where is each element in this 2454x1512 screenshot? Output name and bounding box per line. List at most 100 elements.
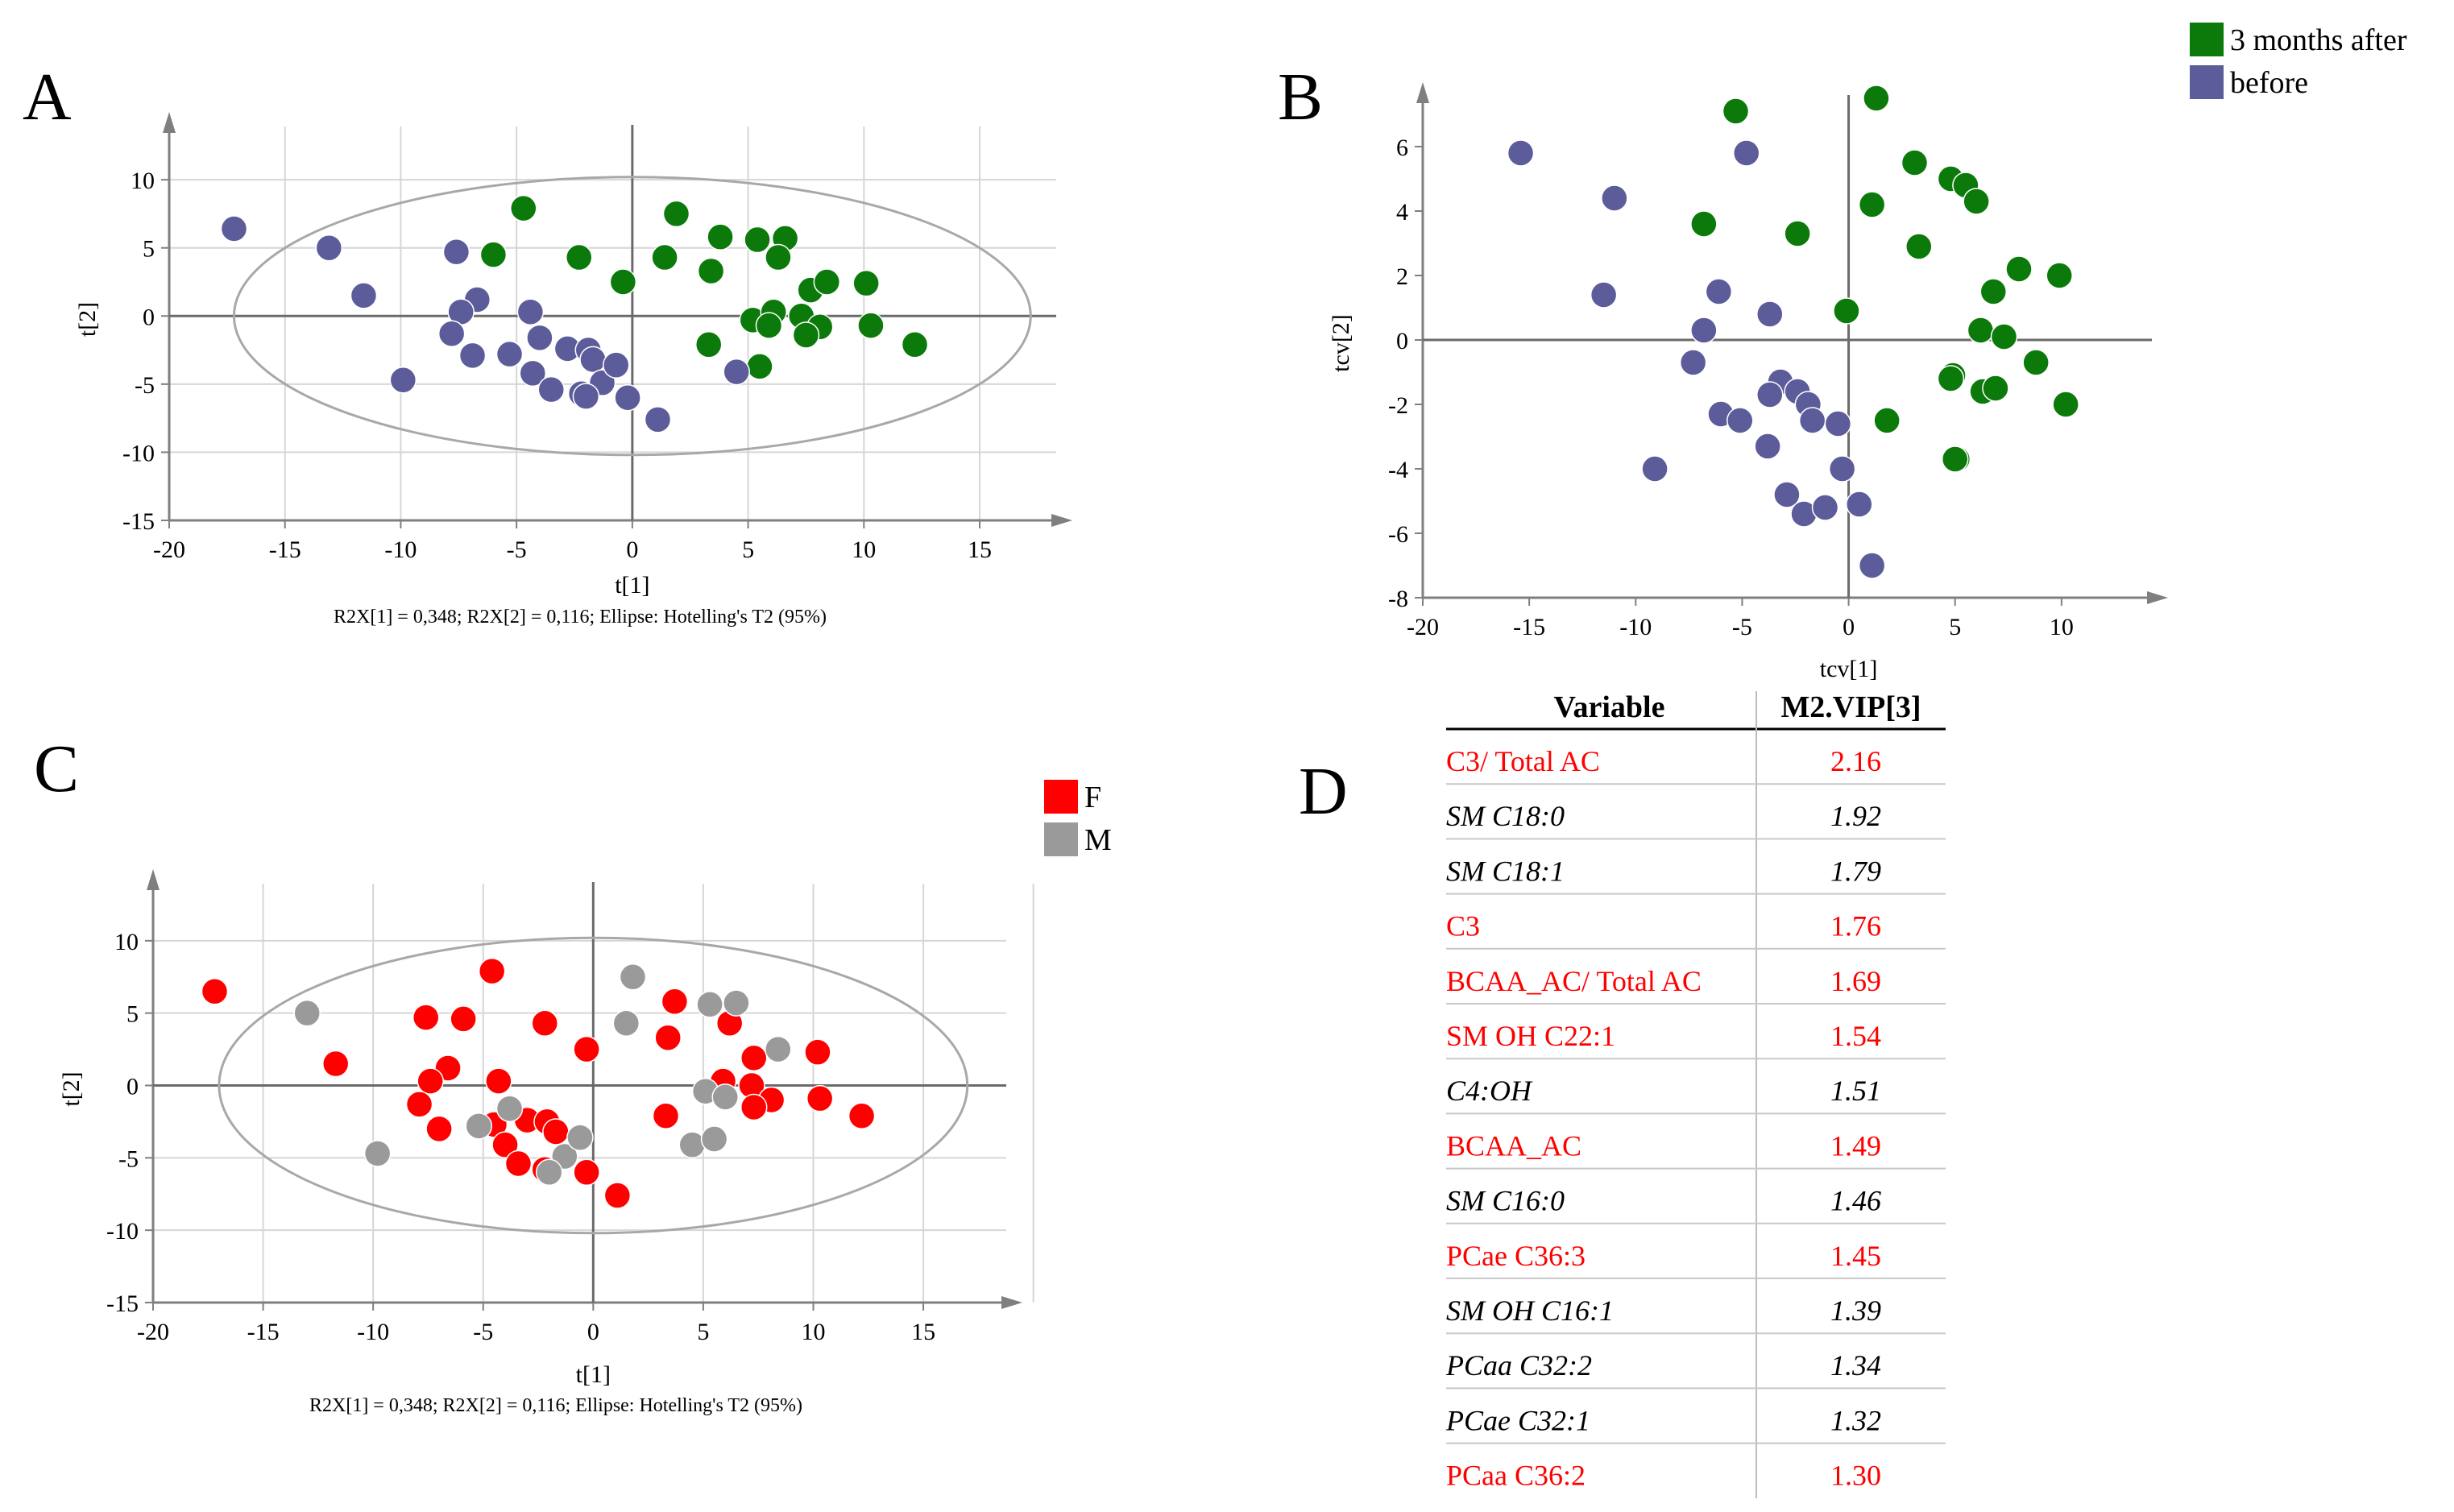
b-point-before (1828, 455, 1856, 483)
c-x-tick-label: 0 (587, 1319, 599, 1345)
b-point-before (1798, 407, 1826, 434)
c-y-tick-label: 10 (114, 929, 139, 955)
table-cell-vip: 1.92 (1830, 800, 1881, 832)
c-y-tick-label: -5 (118, 1145, 139, 1172)
b-point-before (1641, 455, 1668, 483)
c-point-m (700, 1125, 728, 1153)
a-point-3-months-after (901, 331, 929, 358)
table-cell-vip: 1.76 (1830, 910, 1881, 942)
c-x-axis-arrow (1001, 1296, 1022, 1309)
table-cell-vip: 1.54 (1830, 1020, 1881, 1052)
c-y-tick-label: 5 (126, 1001, 139, 1028)
table-cell-variable: PCaa C32:2 (1445, 1349, 1592, 1382)
b-point-3-months-after (2022, 349, 2050, 376)
b-point-3-months-after (1833, 297, 1860, 325)
a-point-3-months-after (662, 200, 690, 228)
a-point-before (350, 282, 378, 309)
b-point-before (1690, 317, 1718, 344)
a-point-before (495, 340, 524, 368)
b-point-3-months-after (1901, 149, 1929, 176)
c-point-f (661, 988, 689, 1016)
c-point-m (696, 991, 723, 1018)
a-point-3-months-after (813, 268, 841, 296)
b-legend-swatch (2190, 65, 2224, 99)
b-point-3-months-after (1967, 317, 1995, 344)
table-cell-vip: 1.45 (1830, 1240, 1881, 1272)
b-point-3-months-after (1941, 445, 1969, 473)
b-point-3-months-after (2005, 255, 2033, 283)
c-x-tick-label: 5 (697, 1319, 709, 1345)
c-point-f (652, 1102, 680, 1129)
b-point-before (1754, 433, 1781, 460)
a-point-before (579, 346, 607, 374)
c-point-m (363, 1140, 392, 1167)
table-cell-variable: PCae C36:3 (1446, 1240, 1586, 1272)
a-x-tick-label: 5 (742, 536, 754, 563)
a-point-3-months-after (755, 312, 783, 339)
c-footnote: R2X[1] = 0,348; R2X[2] = 0,116; Ellipse:… (309, 1395, 802, 1416)
c-hotelling-ellipse (218, 936, 969, 1235)
b-point-before (1590, 281, 1618, 309)
c-point-f (740, 1044, 768, 1072)
b-point-before (1811, 494, 1839, 521)
a-point-before (526, 324, 553, 352)
b-x-tick-label: -5 (1732, 614, 1752, 640)
b-x-tick-label: -15 (1513, 614, 1545, 640)
c-point-f (804, 1038, 831, 1066)
b-point-before (1679, 349, 1707, 376)
table-cell-vip: 2.16 (1830, 745, 1881, 777)
table-cell-variable: SM C16:0 (1446, 1185, 1565, 1217)
c-point-f (806, 1084, 834, 1112)
a-x-tick-label: -10 (384, 536, 417, 563)
a-point-3-months-after (694, 331, 723, 358)
panel-d-table: Variable M2.VIP[3] C3/ Total AC 2.16 SM C18:… (1445, 690, 1946, 1498)
c-y-axis-title: t[2] (58, 1071, 85, 1106)
panel-b-letter: B (1278, 60, 1323, 135)
panel-d-letter: D (1299, 754, 1348, 829)
b-point-3-months-after (2052, 391, 2079, 418)
b-point-3-months-after (1784, 220, 1811, 247)
b-point-before (1773, 481, 1801, 508)
panel-a-chart: -20 -15 -10 -5 0 5 10 151050-5-10-15t[1]t[2]R2X… (74, 112, 1072, 628)
b-x-tick-label: 10 (2050, 614, 2074, 640)
panel-c-chart: -20 -15 -10 -5 0 5 10 151050-5-10-15t[1]t[2]R2X… (58, 780, 1112, 1416)
b-point-before (1756, 381, 1784, 408)
c-point-f (504, 1150, 533, 1178)
b-point-before (1705, 278, 1733, 305)
c-x-tick-label: 15 (911, 1319, 935, 1345)
b-legend-label: before (2230, 66, 2308, 100)
b-point-before (1507, 139, 1535, 167)
table-cell-vip: 1.32 (1830, 1404, 1881, 1436)
c-point-m (765, 1035, 792, 1063)
a-x-axis-arrow (1051, 514, 1072, 527)
c-point-m (495, 1095, 524, 1123)
b-point-3-months-after (1937, 365, 1965, 392)
c-y-tick-label: 0 (126, 1074, 139, 1100)
b-y-tick-label: 0 (1396, 328, 1408, 354)
a-y-tick-label: -10 (122, 440, 155, 466)
c-point-f (740, 1093, 768, 1121)
b-point-before (1732, 139, 1760, 167)
b-point-3-months-after (2046, 262, 2073, 289)
c-point-m (535, 1158, 563, 1187)
table-cell-variable: SM OH C22:1 (1446, 1020, 1615, 1052)
table-cell-variable: C3/ Total AC (1446, 745, 1600, 777)
c-point-f (405, 1091, 433, 1118)
a-x-tick-label: -15 (269, 536, 301, 563)
b-point-3-months-after (1863, 85, 1890, 112)
table-header-variable: Variable (1554, 690, 1665, 724)
b-point-before (1846, 491, 1873, 518)
c-x-tick-label: -5 (473, 1319, 493, 1345)
b-point-before (1824, 410, 1852, 437)
a-y-tick-label: 10 (131, 168, 155, 194)
a-y-tick-label: -15 (122, 508, 155, 535)
c-point-m (293, 999, 321, 1027)
c-point-f (491, 1131, 519, 1158)
a-x-tick-label: 0 (626, 536, 638, 563)
table-cell-vip: 1.49 (1830, 1129, 1881, 1162)
a-footnote: R2X[1] = 0,348; R2X[2] = 0,116; Ellipse:… (334, 607, 827, 628)
b-x-tick-label: -10 (1619, 614, 1652, 640)
b-y-axis-title: tcv[2] (1328, 314, 1354, 372)
b-point-3-months-after (1990, 323, 2018, 350)
